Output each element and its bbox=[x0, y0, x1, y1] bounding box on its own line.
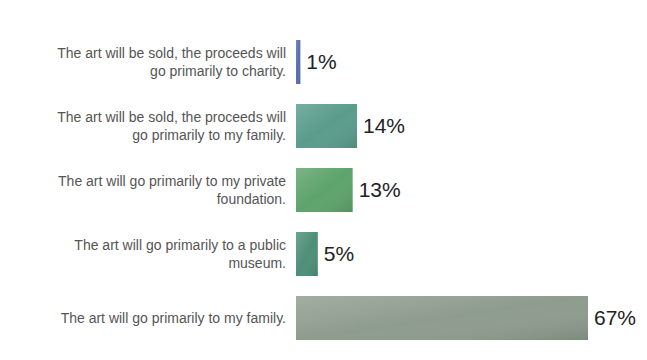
data-label: 13% bbox=[359, 178, 401, 201]
bar bbox=[296, 168, 353, 212]
bar-texture bbox=[296, 296, 588, 340]
bar bbox=[296, 296, 588, 340]
category-label: The art will go primarily to my privatef… bbox=[58, 173, 286, 207]
bar bbox=[296, 104, 357, 148]
category-label: The art will be sold, the proceeds willg… bbox=[57, 45, 286, 79]
chart: The art will be sold, the proceeds willg… bbox=[0, 0, 647, 360]
data-label: 14% bbox=[363, 114, 405, 137]
labels: The art will be sold, the proceeds willg… bbox=[57, 45, 636, 329]
bar bbox=[296, 232, 318, 276]
bar-texture bbox=[296, 40, 300, 84]
bar-texture bbox=[296, 168, 353, 212]
bars bbox=[296, 40, 588, 340]
category-label: The art will go primarily to a publicmus… bbox=[74, 237, 286, 271]
bar bbox=[296, 40, 300, 84]
bar-texture bbox=[296, 232, 318, 276]
bar-texture bbox=[296, 104, 357, 148]
category-label: The art will go primarily to my family. bbox=[61, 310, 286, 326]
data-label: 67% bbox=[594, 306, 636, 329]
data-label: 5% bbox=[324, 242, 354, 265]
data-label: 1% bbox=[306, 50, 336, 73]
category-label: The art will be sold, the proceeds willg… bbox=[57, 109, 286, 143]
